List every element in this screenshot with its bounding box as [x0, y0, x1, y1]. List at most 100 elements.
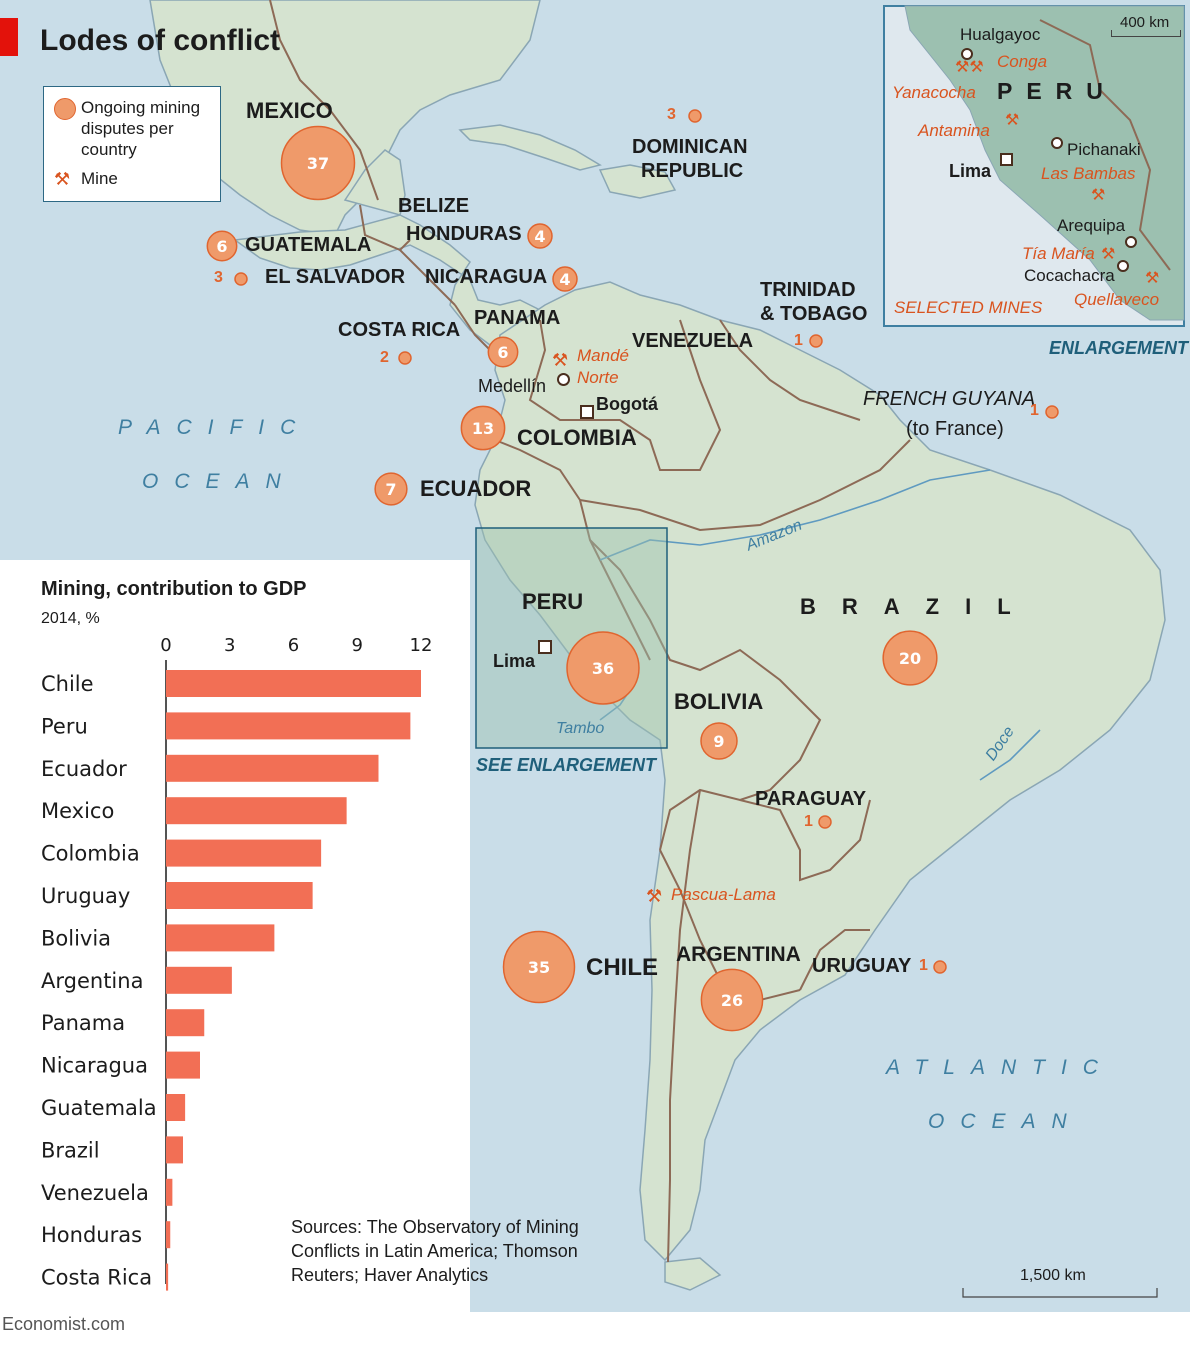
dispute-circle-peru [566, 631, 640, 705]
country-label-mexico: MEXICO [246, 98, 333, 123]
inset-marker-cocachacra [1117, 260, 1129, 272]
dispute-count-argentina: 26 [721, 991, 743, 1010]
legend-disputes-label: Ongoing mining disputes per country [81, 98, 201, 159]
bar [166, 754, 379, 782]
inset-label-arequipa: Arequipa [1057, 216, 1126, 235]
dispute-count-bolivia: 9 [713, 732, 724, 751]
x-tick-label: 12 [410, 635, 433, 656]
river-label-tambo: Tambo [556, 720, 605, 737]
country-label-brazil: BRAZIL [800, 594, 1037, 619]
inset-label-pichanaki: Pichanaki [1067, 140, 1141, 159]
dispute-circle-el-salvador [234, 272, 248, 286]
country-label-chile: CHILE [586, 954, 658, 981]
country-label-guatemala: GUATEMALA [245, 234, 372, 256]
inset-map [883, 5, 1185, 327]
pacific-ocean-label-2: OCEAN [142, 470, 297, 493]
bar [166, 712, 411, 740]
country-label-peru: PERU [522, 589, 584, 614]
legend-box: Ongoing mining disputes per country ⚒ Mi… [43, 86, 221, 202]
inset-label-cocachacra: Cocachacra [1024, 266, 1115, 285]
x-tick-label: 6 [288, 635, 299, 656]
dispute-count-brazil: 20 [899, 649, 921, 668]
inset-country-label: PERU [997, 78, 1117, 104]
category-label: Brazil [41, 1138, 100, 1162]
bar [166, 1094, 186, 1121]
chart-subtitle: 2014, % [41, 610, 100, 627]
x-tick-label: 9 [352, 635, 363, 656]
dispute-circle-paraguay [818, 815, 832, 829]
count-french-guyana: 1 [1030, 402, 1039, 419]
category-label: Venezuela [41, 1181, 149, 1205]
inset-mine-icon-antamina: ⚒ [1005, 110, 1020, 129]
dispute-count-nicaragua: 4 [559, 270, 570, 289]
dispute-count-peru: 36 [592, 659, 614, 678]
country-label-colombia: COLOMBIA [517, 425, 637, 450]
inset-label-quellaveco: Quellaveco [1074, 290, 1160, 309]
category-label: Colombia [41, 842, 140, 866]
category-label: Uruguay [41, 884, 130, 908]
bar [166, 882, 313, 909]
mine-label-pascua-lama: Pascua-Lama [671, 885, 776, 904]
dispute-circle-brazil [882, 630, 938, 686]
dispute-count-mexico: 37 [307, 154, 329, 173]
inset-marker-pichanaki [1051, 137, 1063, 149]
dispute-count-ecuador: 7 [385, 480, 396, 499]
country-label-honduras: HONDURAS [406, 223, 522, 245]
country-label-panama: PANAMA [474, 307, 561, 329]
category-label: Panama [41, 1011, 125, 1035]
count-trinidad: 1 [794, 332, 803, 349]
category-label: Mexico [41, 799, 114, 823]
city-label-lima: Lima [493, 651, 536, 671]
country-label-ecuador: ECUADOR [420, 476, 532, 501]
country-label-trinidad-1: TRINIDAD [760, 279, 856, 301]
pacific-ocean-label-1: PACIFIC [118, 416, 312, 439]
sources-line-1: Sources: The Observatory of Mining [291, 1217, 579, 1237]
category-label: Nicaragua [41, 1054, 148, 1078]
inset-label-selected-mines: SELECTED MINES [894, 298, 1043, 317]
dispute-circle-argentina [700, 968, 764, 1032]
inset-enlargement-label: ENLARGEMENT [1049, 338, 1188, 358]
country-label-costa-rica: COSTA RICA [338, 319, 461, 341]
country-label-el-salvador: EL SALVADOR [265, 266, 406, 288]
country-label-paraguay: PARAGUAY [755, 788, 867, 810]
inset-mine-icon-quellaveco: ⚒ [1145, 268, 1160, 287]
inset-scale-label: 400 km [1120, 14, 1170, 31]
dispute-count-chile: 35 [528, 958, 550, 977]
bar [166, 1051, 200, 1079]
cuba-land [458, 124, 602, 171]
atlantic-ocean-label-1: ATLANTIC [886, 1056, 1114, 1079]
count-paraguay: 1 [804, 813, 813, 830]
dispute-circle-guatemala [206, 230, 238, 262]
x-tick-label: 0 [160, 635, 171, 656]
mine-label-mande-2: Norte [577, 368, 619, 387]
country-label-argentina: ARGENTINA [676, 943, 801, 966]
dispute-circle-bolivia [700, 722, 738, 760]
city-marker-bogota [580, 405, 594, 419]
country-label-french-guyana-1: FRENCH GUYANA [863, 388, 1036, 410]
title-accent [0, 18, 18, 56]
mine-label-mande-1: Mandé [577, 346, 629, 365]
country-label-french-guyana-2: (to France) [906, 418, 1004, 440]
category-label: Costa Rica [41, 1266, 152, 1290]
dispute-circle-chile [502, 930, 576, 1004]
dispute-count-colombia: 13 [472, 419, 494, 438]
inset-mine-icon-las-bambas: ⚒ [1091, 185, 1106, 204]
mine-icon-mande: ⚒ [552, 350, 569, 371]
dispute-circle-ecuador [374, 472, 408, 506]
inset-peru-land [904, 5, 1185, 321]
bar [166, 797, 347, 825]
dispute-circle-nicaragua [552, 266, 578, 292]
dispute-circle-honduras [527, 223, 553, 249]
inset-label-hualgayoc: Hualgayoc [960, 25, 1041, 44]
inset-label-antamina: Antamina [918, 121, 990, 140]
count-el-salvador: 3 [214, 269, 223, 286]
inset-label-lima: Lima [949, 161, 992, 181]
see-enlargement-label: SEE ENLARGEMENT [476, 755, 657, 775]
main-scale-label: 1,500 km [1020, 1267, 1086, 1284]
dispute-circle-panama [487, 336, 519, 368]
category-label: Ecuador [41, 757, 127, 781]
dispute-circle-mexico [280, 125, 356, 201]
dispute-circle-costa-rica [398, 351, 412, 365]
